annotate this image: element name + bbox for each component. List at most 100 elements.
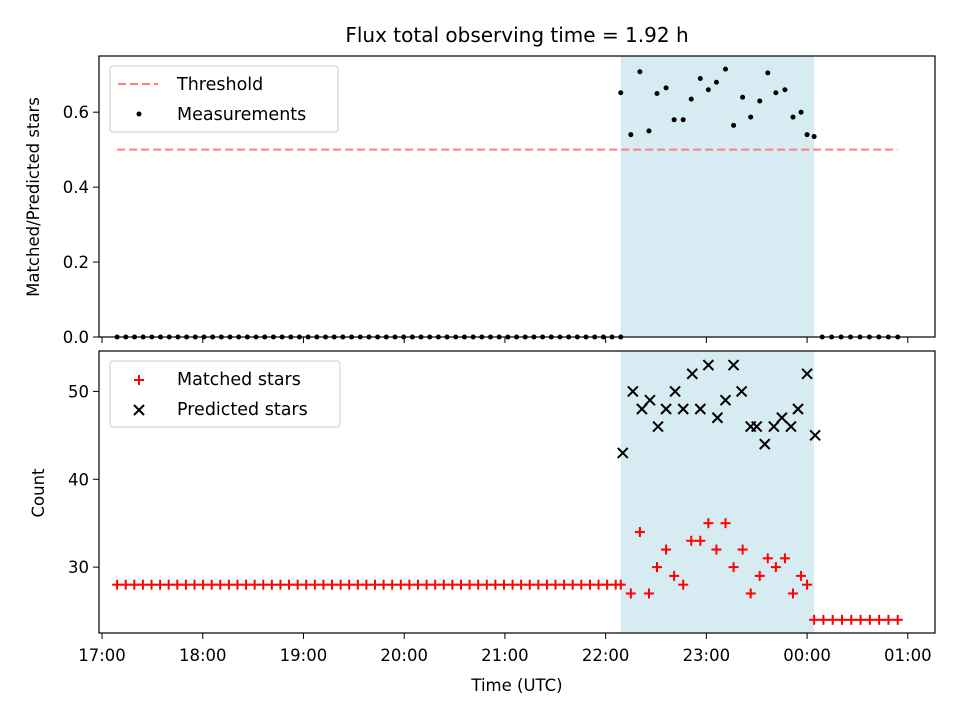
measurement-point	[680, 117, 686, 123]
predicted-star-point	[751, 420, 763, 433]
bottom-y-axis-label: Count	[29, 468, 48, 518]
top-y-tick-label: 0.2	[63, 253, 89, 272]
matched-star-point	[809, 614, 820, 625]
matched-star-point	[593, 579, 604, 590]
predicted-star-point	[694, 403, 707, 415]
matched-star-point	[129, 579, 140, 590]
matched-star-point	[846, 614, 857, 625]
measurement-point	[713, 79, 719, 85]
measurement-point	[731, 122, 737, 128]
measurement-point	[618, 90, 624, 96]
matched-star-point	[275, 579, 286, 590]
measurement-point	[697, 75, 703, 81]
measurement-point	[765, 70, 771, 76]
matched-star-point	[516, 579, 527, 590]
matched-star-point	[703, 518, 714, 529]
legend-predicted-swatch	[133, 404, 145, 416]
bottom-y-tick-label: 50	[68, 382, 89, 401]
bottom-legend: Matched stars Predicted stars	[109, 360, 341, 428]
measurement-point	[722, 66, 728, 72]
matched-star-point	[615, 579, 626, 590]
top-shaded-region	[620, 56, 815, 337]
x-tick-label: 21:00	[481, 646, 529, 665]
top-legend: Threshold Measurements	[109, 65, 339, 133]
x-tick-label: 17:00	[78, 646, 126, 665]
matched-star-point	[559, 579, 570, 590]
matched-star-point	[634, 526, 645, 537]
matched-star-point	[550, 579, 561, 590]
measurement-point	[646, 128, 652, 134]
matched-star-point	[112, 579, 123, 590]
measurement-point	[773, 90, 779, 96]
matched-star-point	[344, 579, 355, 590]
matched-star-point	[728, 562, 739, 573]
matched-star-point	[430, 579, 441, 590]
matched-star-point	[292, 579, 303, 590]
matched-star-point	[678, 579, 689, 590]
matched-star-point	[241, 579, 252, 590]
matched-star-point	[301, 579, 312, 590]
predicted-star-point	[776, 412, 788, 424]
measurement-point	[654, 90, 660, 96]
measurement-point	[804, 132, 810, 138]
top-y-tick-label: 0.4	[63, 178, 89, 197]
predicted-star-point	[702, 359, 715, 371]
matched-star-point	[215, 579, 226, 590]
measurement-point	[782, 87, 788, 93]
measurement-point	[637, 69, 643, 75]
predicted-star-point	[809, 429, 821, 442]
matched-star-point	[652, 562, 663, 573]
measurement-point	[740, 94, 746, 100]
measurement-point	[748, 114, 754, 120]
matched-star-point	[695, 535, 706, 546]
matched-star-point	[787, 588, 798, 599]
measurement-point	[688, 96, 694, 102]
matched-star-point	[137, 579, 148, 590]
matched-star-point	[745, 588, 756, 599]
matched-star-point	[412, 579, 423, 590]
matched-star-point	[352, 579, 363, 590]
top-y-axis-label: Matched/Predicted stars	[24, 97, 43, 297]
matched-star-point	[892, 614, 903, 625]
legend-matched-label: Matched stars	[177, 370, 301, 390]
legend-measurements-label: Measurements	[177, 105, 306, 125]
x-tick-label: 18:00	[179, 646, 227, 665]
top-legend-box	[109, 65, 339, 133]
x-tick-label: 22:00	[582, 646, 630, 665]
matched-star-point	[180, 579, 191, 590]
matched-star-point	[762, 553, 773, 564]
predicted-star-point	[785, 420, 797, 433]
predicted-star-point	[617, 447, 629, 459]
predicted-star-point	[677, 403, 689, 415]
matched-star-point	[258, 579, 269, 590]
matched-star-point	[855, 614, 866, 625]
chart-title: Flux total observing time = 1.92 h	[345, 23, 688, 47]
matched-star-point	[643, 588, 654, 599]
bottom-panel: 30 40 50 17:00 18:00 19:00 20:00 21:00 22:00 23:…	[29, 350, 936, 695]
matched-star-point	[827, 614, 838, 625]
matched-star-point	[447, 579, 458, 590]
matched-star-point	[172, 579, 183, 590]
matched-star-point	[189, 579, 200, 590]
predicted-star-point	[801, 368, 813, 380]
matched-star-point	[198, 579, 209, 590]
matched-star-point	[155, 579, 166, 590]
predicted-star-point	[627, 385, 639, 398]
x-tick-label: 00:00	[783, 646, 831, 665]
measurement-point	[790, 114, 796, 120]
predicted-star-point	[636, 403, 648, 415]
predicted-star-point	[686, 368, 698, 380]
matched-star-point	[737, 544, 748, 555]
matched-star-point	[584, 579, 595, 590]
matched-star-point	[223, 579, 234, 590]
predicted-star-point	[660, 403, 672, 415]
legend-matched-swatch	[134, 375, 144, 385]
matched-star-point	[120, 579, 131, 590]
predicted-star-point	[768, 420, 780, 433]
matched-star-point	[378, 579, 389, 590]
matched-star-point	[507, 579, 518, 590]
matched-star-point	[284, 579, 295, 590]
matched-star-point	[361, 579, 372, 590]
matched-star-point	[602, 579, 613, 590]
matched-star-point	[146, 579, 157, 590]
